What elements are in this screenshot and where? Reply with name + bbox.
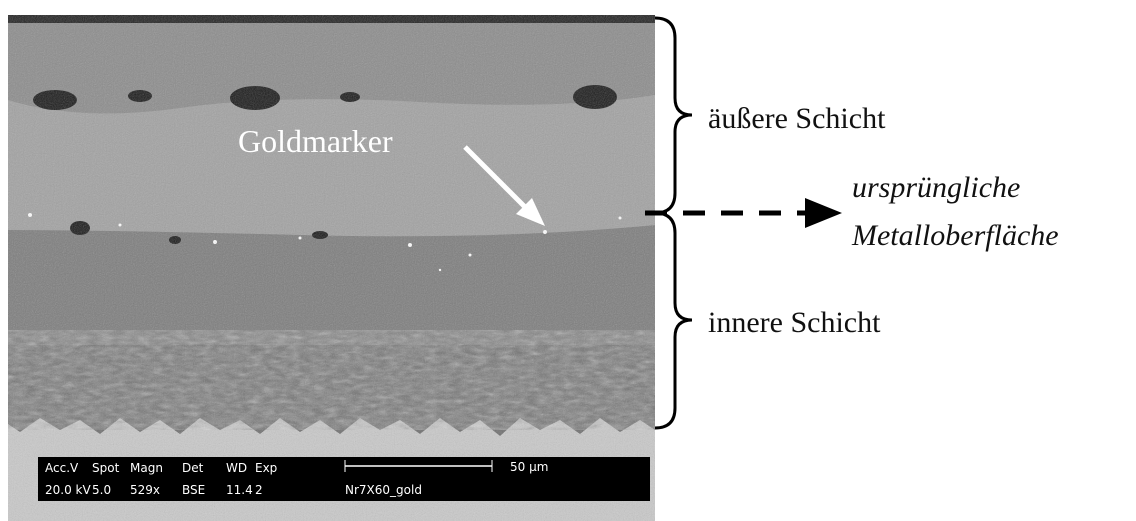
marker-label: Goldmarker bbox=[238, 123, 393, 159]
info-field: WD bbox=[226, 461, 247, 475]
info-field: Det bbox=[182, 461, 204, 475]
info-field: 11.4 bbox=[226, 483, 253, 497]
surface-label: ursprüngliche bbox=[852, 171, 1020, 204]
info-field: BSE bbox=[182, 483, 205, 497]
surface-label: Metalloberfläche bbox=[851, 219, 1059, 252]
info-field: Exp bbox=[255, 461, 277, 475]
info-field: 20.0 kV bbox=[45, 483, 91, 497]
figure: Goldmarker Acc.VSpotMagnDetWDExp20.0 kV5… bbox=[0, 0, 1136, 521]
info-field: Spot bbox=[92, 461, 120, 475]
info-field: 5.0 bbox=[92, 483, 111, 497]
info-field: 2 bbox=[255, 483, 263, 497]
sample-name: Nr7X60_gold bbox=[345, 483, 422, 497]
outer-brace bbox=[655, 18, 692, 213]
info-field: Magn bbox=[130, 461, 163, 475]
inner-layer-label: innere Schicht bbox=[708, 306, 881, 339]
inner-brace bbox=[655, 213, 692, 428]
scale-label: 50 µm bbox=[510, 460, 548, 474]
info-field: 529x bbox=[130, 483, 160, 497]
info-field: Acc.V bbox=[45, 461, 79, 475]
surface-arrowhead bbox=[805, 198, 842, 228]
outer-layer-label: äußere Schicht bbox=[708, 102, 886, 135]
grain bbox=[8, 15, 655, 521]
